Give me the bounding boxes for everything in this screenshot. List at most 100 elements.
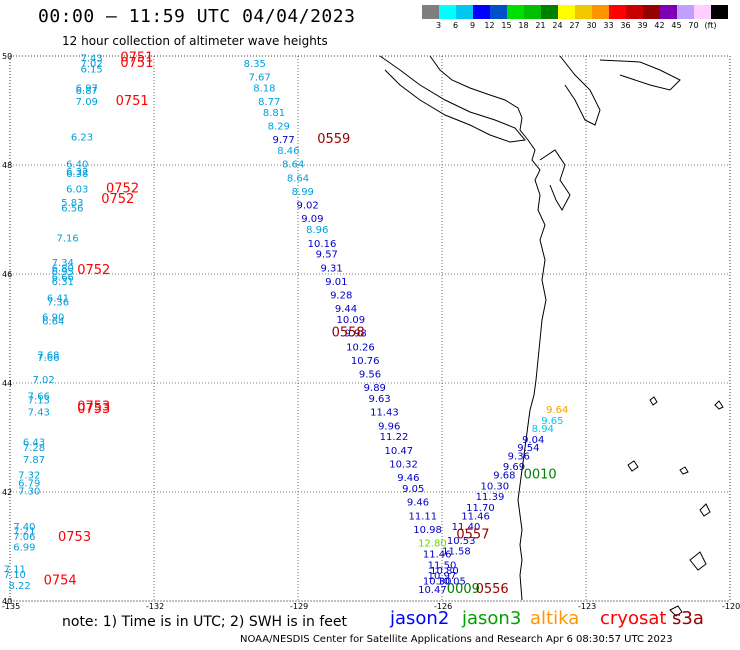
wave-height-value: 7.32 [18,470,40,481]
pass-time-label: 0753 [58,530,91,545]
wave-height-value: 7.30 [18,487,40,498]
wave-height-value: 11.11 [408,511,437,522]
coastline-sound-islands [599,59,681,91]
colorbar-label: 42 [654,21,665,30]
lon-tick-label: -126 [434,602,452,611]
legend-jason2: jason2 [390,608,450,629]
island-4 [689,551,707,571]
wave-height-value: 9.63 [368,394,390,405]
wave-height-value: 6.64 [42,317,64,328]
coastline-puget [539,149,571,212]
wave-height-value: 11.46 [423,549,452,560]
colorbar-label: 30 [586,21,597,30]
wave-height-value: 11.50 [428,560,457,571]
legend-altika: altika [530,608,580,629]
wave-height-value: 7.43 [80,53,102,64]
colorbar-swatch [507,5,524,19]
colorbar-swatch [677,5,694,19]
wave-height-value: 7.36 [47,298,69,309]
wave-height-value: 10.76 [351,356,380,367]
wave-height-value: 9.98 [344,329,366,340]
wave-height-value: 6.32 [66,167,88,178]
lat-tick-label: 42 [2,488,12,497]
wave-height-value: 7.02 [80,59,102,70]
island-6 [714,400,724,410]
pass-time-label: 0009 [447,582,480,597]
wave-height-value: 8.94 [532,424,554,435]
colorbar-swatch [439,5,456,19]
colorbar-swatch [422,5,439,19]
map-frame [9,55,731,602]
colorbar-label: 6 [452,21,459,30]
wave-height-value: 9.31 [320,263,342,274]
coastline-mainland [429,55,547,601]
wave-height-value: 8.29 [268,122,290,133]
colorbar-labels: 3 6 9 12 15 18 21 24 27 30 33 36 39 42 45 70 (ft) [422,21,740,33]
wave-height-value: 8.22 [8,581,30,592]
colorbar-label: 15 [501,21,512,30]
legend-cryosat: cryosat [600,608,667,629]
map-title: 00:00 – 11:59 UTC 04/04/2023 [38,6,356,27]
colorbar-swatch [592,5,609,19]
wave-height-value: 6.87 [76,86,98,97]
colorbar-label: 36 [620,21,631,30]
axis-tick-labels: -135 -132 -129 -126 -123 -120 50 48 46 44 42 40 [2,52,740,611]
map-subtitle: 12 hour collection of altimeter wave hei… [62,34,328,48]
colorbar-swatch [609,5,626,19]
observation-labels: 7.437.026.156.976.877.096.236.406.326.38… [4,53,569,595]
wave-height-value: 9.44 [335,304,357,315]
wave-height-value: 6.41 [47,293,69,304]
colorbar-swatch [575,5,592,19]
wave-height-value: 7.02 [32,375,54,386]
wave-height-value: 9.96 [378,421,400,432]
distant-islands [627,396,724,617]
wave-height-value: 10.09 [336,315,365,326]
colorbar-label: 33 [603,21,614,30]
wave-height-value: 6.15 [80,64,102,75]
lon-tick-label: -135 [2,602,20,611]
pass-time-label: 0753 [77,402,110,417]
wave-height-value: 12.80 [418,539,447,550]
wave-height-value: 7.13 [28,396,50,407]
wave-height-value: 7.11 [4,565,26,576]
lat-tick-label: 46 [2,270,12,279]
lon-tick-label: -132 [146,602,164,611]
wave-height-value: 9.36 [508,451,530,462]
wave-height-value: 9.04 [522,435,544,446]
wave-height-value: 8.77 [258,97,280,108]
wave-height-value: 8.46 [277,146,299,157]
wave-height-value: 7.87 [23,455,45,466]
wave-height-value: 9.65 [541,416,563,427]
wave-height-value: 10.05 [437,577,466,588]
wave-height-value: 10.32 [389,459,418,470]
colorbar-swatch [660,5,677,19]
wave-height-value: 10.53 [447,536,476,547]
coastline [379,55,681,601]
pass-time-label: 0751 [120,56,153,71]
wave-height-value: 7.10 [4,570,26,581]
lat-tick-label: 44 [2,379,12,388]
legend-jason3: jason3 [462,608,522,629]
colorbar-swatch [473,5,490,19]
wave-height-value: 11.70 [466,503,495,514]
wave-height-value: 6.79 [18,479,40,490]
colorbar-swatch [711,5,728,19]
wave-height-value: 7.21 [13,527,35,538]
colorbar-label: 21 [535,21,546,30]
colorbar-label: 24 [552,21,563,30]
wave-height-value: 9.46 [407,498,429,509]
wave-height-value: 7.34 [52,258,74,269]
wave-height-value: 5.83 [61,198,83,209]
wave-height-value: 8.64 [287,173,309,184]
lat-tick-label: 48 [2,161,12,170]
wave-height-value: 10.47 [384,446,413,457]
colorbar-swatch [524,5,541,19]
lat-tick-label: 50 [2,52,12,61]
wave-height-value: 10.30 [480,481,509,492]
wave-height-value: 9.54 [517,443,539,454]
island-2 [649,396,658,406]
coastline-inland-waters [559,55,601,126]
pass-time-label: 0559 [317,132,350,147]
wave-height-value: 6.95 [52,267,74,278]
wave-height-value: 6.03 [66,184,88,195]
